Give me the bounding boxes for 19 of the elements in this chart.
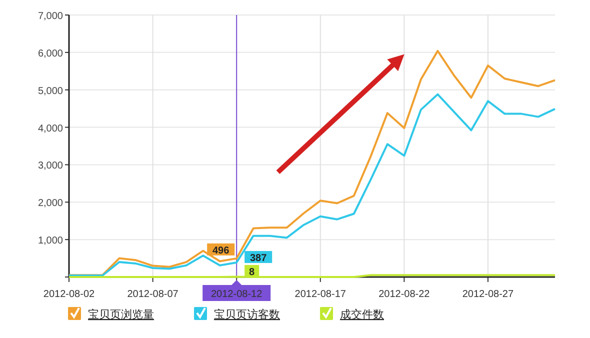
y-tick-label: 1,000: [38, 236, 64, 247]
y-tick-label: 3,000: [38, 160, 64, 172]
x-tick-label: 2012-08-12: [211, 289, 263, 300]
y-tick-label: 2,000: [38, 198, 64, 210]
x-tick-label: 2012-08-07: [127, 289, 179, 300]
data-label: 8: [249, 267, 256, 278]
y-tick-label: 7,000: [38, 11, 64, 22]
x-tick-label: 2012-08-27: [462, 289, 514, 300]
y-tick-label: 5,000: [38, 86, 64, 97]
legend-label: 宝贝页浏览量: [88, 308, 154, 321]
legend-label: 成交件数: [340, 308, 384, 321]
data-label: 387: [250, 253, 268, 264]
x-tick-label: 2012-08-02: [43, 289, 96, 300]
x-tick-label: 2012-08-17: [294, 289, 346, 300]
y-tick-label: 4,000: [38, 123, 64, 134]
y-tick-label: 6,000: [38, 48, 64, 60]
data-label: 496: [212, 245, 230, 256]
x-tick-label: 2012-08-22: [378, 289, 430, 300]
legend-label: 宝贝页访客数: [214, 308, 280, 321]
